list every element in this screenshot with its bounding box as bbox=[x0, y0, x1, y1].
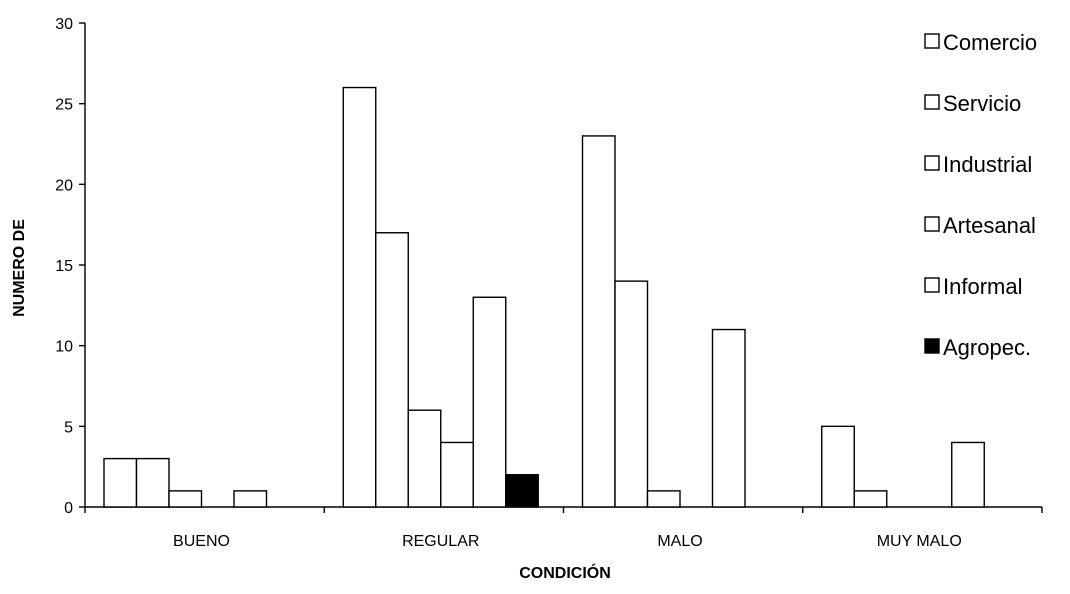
bar-informal-muy-malo bbox=[951, 441, 985, 508]
bar-agropec-regular bbox=[505, 474, 539, 508]
legend-label: Comercio bbox=[943, 30, 1037, 55]
bar-comercio-bueno bbox=[103, 457, 138, 508]
x-category-label: REGULAR bbox=[402, 533, 479, 550]
bar-comercio-muy-malo bbox=[821, 425, 855, 508]
legend-label: Servicio bbox=[943, 91, 1021, 116]
bar-artesanal-regular bbox=[440, 441, 474, 508]
legend-label: Artesanal bbox=[943, 213, 1036, 238]
y-tick-label: 25 bbox=[55, 97, 73, 114]
bar-servicio-bueno bbox=[135, 457, 170, 508]
bar-informal-malo bbox=[711, 328, 746, 508]
x-axis-title: CONDICIÓN bbox=[519, 563, 611, 582]
legend-label: Informal bbox=[943, 274, 1022, 299]
legend: Comercio Servicio Industrial Artesanal Infor… bbox=[924, 30, 1037, 360]
y-tick-label: 5 bbox=[64, 419, 73, 436]
bar-industrial-regular bbox=[407, 409, 442, 508]
axes: 0 5 10 15 20 25 30 BUENO REGULAR MALO MUY MALO bbox=[55, 16, 1043, 550]
legend-swatch bbox=[924, 338, 940, 354]
legend-swatch bbox=[924, 216, 940, 232]
bar-comercio-malo bbox=[581, 135, 616, 508]
legend-swatch bbox=[924, 33, 940, 49]
y-axis-title: NUMERO DE bbox=[11, 219, 28, 317]
bars bbox=[103, 86, 985, 508]
x-category-label: MALO bbox=[657, 533, 702, 550]
bar-servicio-regular bbox=[375, 232, 409, 508]
legend-swatch bbox=[924, 277, 940, 293]
bar-industrial-bueno bbox=[168, 490, 203, 508]
bar-informal-regular bbox=[472, 296, 507, 508]
y-tick-label: 10 bbox=[55, 339, 73, 356]
x-category-label: MUY MALO bbox=[877, 533, 962, 550]
y-tick-label: 15 bbox=[55, 258, 73, 275]
x-category-label: BUENO bbox=[173, 533, 230, 550]
y-tick-label: 30 bbox=[55, 16, 73, 33]
bar-servicio-muy-malo bbox=[853, 490, 888, 508]
bar-industrial-malo bbox=[646, 490, 681, 508]
legend-swatch bbox=[924, 94, 940, 110]
y-tick-label: 20 bbox=[55, 177, 73, 194]
legend-label: Agropec. bbox=[943, 335, 1031, 360]
y-tick-label: 0 bbox=[64, 500, 73, 517]
legend-swatch bbox=[924, 155, 940, 171]
bar-informal-bueno bbox=[233, 490, 268, 508]
legend-label: Industrial bbox=[943, 152, 1032, 177]
bar-comercio-regular bbox=[342, 86, 377, 508]
bar-servicio-malo bbox=[614, 280, 649, 508]
